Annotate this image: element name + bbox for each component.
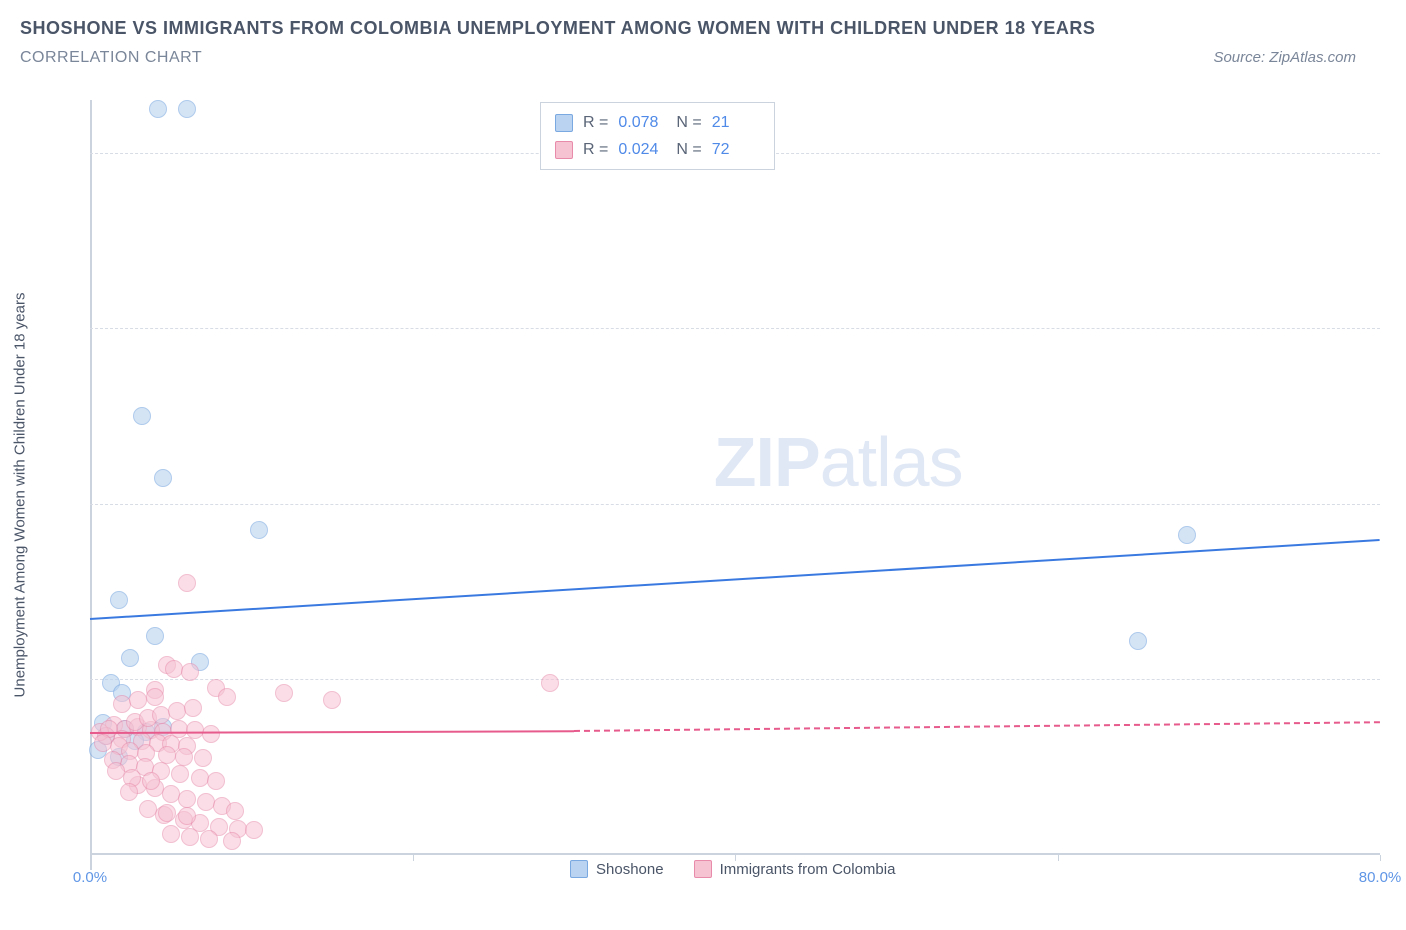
scatter-point-colombia bbox=[158, 804, 176, 822]
stat-r-label: R = bbox=[583, 136, 608, 163]
stat-r-value: 0.024 bbox=[618, 136, 666, 163]
scatter-point-colombia bbox=[218, 688, 236, 706]
x-tick-label: 0.0% bbox=[73, 869, 107, 886]
x-tick bbox=[413, 855, 414, 861]
legend-swatch bbox=[694, 860, 712, 878]
chart-area: Unemployment Among Women with Children U… bbox=[60, 100, 1380, 890]
scatter-point-shoshone bbox=[146, 627, 164, 645]
scatter-point-shoshone bbox=[149, 100, 167, 118]
scatter-point-colombia bbox=[541, 674, 559, 692]
scatter-point-colombia bbox=[194, 749, 212, 767]
subtitle-row: CORRELATION CHART Source: ZipAtlas.com bbox=[20, 49, 1386, 67]
scatter-point-shoshone bbox=[178, 100, 196, 118]
trend-line bbox=[574, 722, 1380, 733]
chart-subtitle: CORRELATION CHART bbox=[20, 49, 202, 67]
scatter-point-colombia bbox=[178, 574, 196, 592]
legend-item: Immigrants from Colombia bbox=[694, 860, 896, 878]
stat-n-label: N = bbox=[676, 136, 701, 163]
scatter-point-colombia bbox=[275, 684, 293, 702]
scatter-point-shoshone bbox=[121, 649, 139, 667]
scatter-point-shoshone bbox=[110, 591, 128, 609]
scatter-point-colombia bbox=[146, 688, 164, 706]
trend-line bbox=[90, 539, 1380, 620]
scatter-point-colombia bbox=[197, 793, 215, 811]
chart-source: Source: ZipAtlas.com bbox=[1213, 49, 1386, 66]
legend-swatch bbox=[570, 860, 588, 878]
stat-n-label: N = bbox=[676, 109, 701, 136]
legend-label: Shoshone bbox=[596, 861, 664, 878]
gridline-h bbox=[90, 504, 1380, 505]
scatter-point-colombia bbox=[139, 800, 157, 818]
scatter-point-colombia bbox=[175, 748, 193, 766]
legend-label: Immigrants from Colombia bbox=[720, 861, 896, 878]
scatter-point-shoshone bbox=[1178, 526, 1196, 544]
chart-header: SHOSHONE VS IMMIGRANTS FROM COLOMBIA UNE… bbox=[0, 0, 1406, 67]
scatter-point-colombia bbox=[181, 663, 199, 681]
scatter-point-colombia bbox=[165, 660, 183, 678]
gridline-h bbox=[90, 328, 1380, 329]
legend-item: Shoshone bbox=[570, 860, 664, 878]
scatter-point-shoshone bbox=[250, 521, 268, 539]
scatter-point-colombia bbox=[107, 762, 125, 780]
scatter-point-colombia bbox=[171, 765, 189, 783]
stats-box: R = 0.078 N = 21 R = 0.024 N = 72 bbox=[540, 102, 775, 170]
stat-n-value: 21 bbox=[712, 109, 760, 136]
stats-row: R = 0.078 N = 21 bbox=[555, 109, 760, 136]
scatter-point-colombia bbox=[152, 706, 170, 724]
chart-title: SHOSHONE VS IMMIGRANTS FROM COLOMBIA UNE… bbox=[20, 14, 1386, 43]
scatter-point-colombia bbox=[162, 825, 180, 843]
scatter-point-colombia bbox=[207, 772, 225, 790]
scatter-point-colombia bbox=[184, 699, 202, 717]
scatter-point-colombia bbox=[142, 772, 160, 790]
scatter-point-colombia bbox=[200, 830, 218, 848]
scatter-point-colombia bbox=[245, 821, 263, 839]
x-tick-label: 80.0% bbox=[1359, 869, 1402, 886]
scatter-point-colombia bbox=[223, 832, 241, 850]
stat-r-label: R = bbox=[583, 109, 608, 136]
scatter-point-colombia bbox=[191, 769, 209, 787]
scatter-point-shoshone bbox=[1129, 632, 1147, 650]
y-axis-label: Unemployment Among Women with Children U… bbox=[12, 293, 29, 698]
scatter-point-shoshone bbox=[154, 469, 172, 487]
scatter-point-colombia bbox=[113, 695, 131, 713]
legend-swatch bbox=[555, 141, 573, 159]
x-tick bbox=[1058, 855, 1059, 861]
scatter-point-colombia bbox=[168, 702, 186, 720]
x-tick bbox=[1380, 855, 1381, 861]
scatter-point-shoshone bbox=[133, 407, 151, 425]
stats-row: R = 0.024 N = 72 bbox=[555, 136, 760, 163]
watermark: ZIPatlas bbox=[714, 422, 963, 502]
gridline-h bbox=[90, 679, 1380, 680]
scatter-point-colombia bbox=[129, 691, 147, 709]
scatter-point-colombia bbox=[181, 828, 199, 846]
legend-swatch bbox=[555, 114, 573, 132]
bottom-legend: Shoshone Immigrants from Colombia bbox=[570, 860, 895, 878]
scatter-point-colombia bbox=[226, 802, 244, 820]
scatter-point-colombia bbox=[94, 734, 112, 752]
scatter-point-colombia bbox=[178, 790, 196, 808]
scatter-point-colombia bbox=[120, 783, 138, 801]
scatter-plot: 10.0%20.0%30.0%40.0%0.0%80.0%ZIPatlasR =… bbox=[90, 100, 1380, 870]
x-tick bbox=[90, 855, 91, 861]
stat-r-value: 0.078 bbox=[618, 109, 666, 136]
scatter-point-colombia bbox=[178, 807, 196, 825]
scatter-point-colombia bbox=[323, 691, 341, 709]
stat-n-value: 72 bbox=[712, 136, 760, 163]
scatter-point-colombia bbox=[202, 725, 220, 743]
trend-line bbox=[90, 730, 574, 734]
